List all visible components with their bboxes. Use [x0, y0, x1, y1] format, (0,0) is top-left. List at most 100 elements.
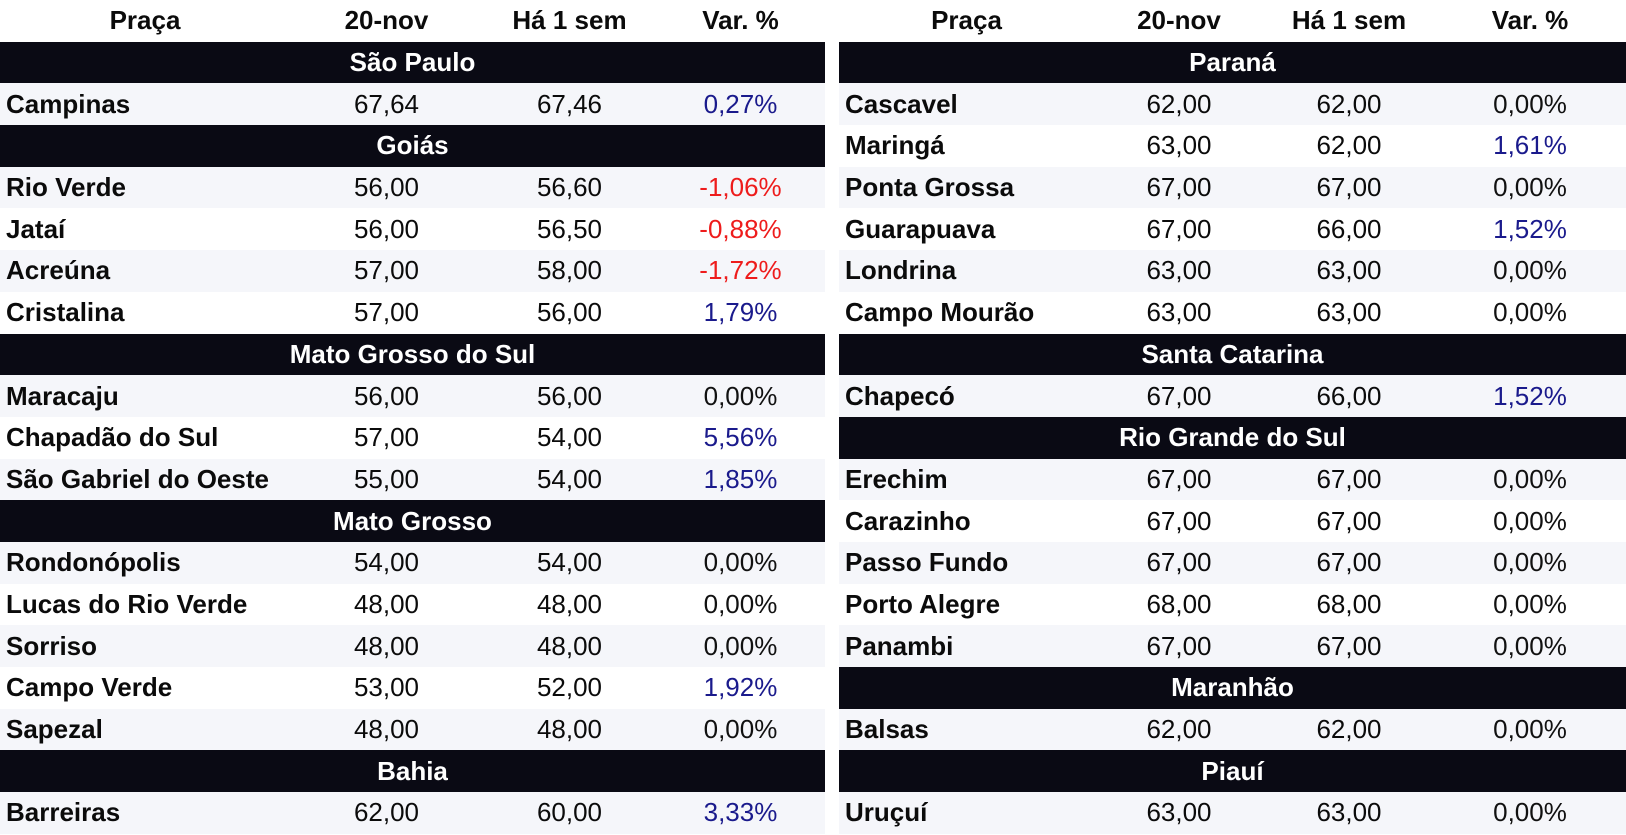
cell-price-now: 67,00 — [1146, 172, 1212, 203]
header-praca: Praça — [931, 5, 1002, 36]
cell-price-week: 56,60 — [536, 172, 603, 203]
table-row: São Gabriel do Oeste 55,00 54,00 1,85% — [0, 458, 825, 501]
cell-price-week: 66,00 — [1316, 380, 1382, 411]
cell-price-week: 67,00 — [1316, 172, 1382, 203]
cell-variation: 1,61% — [1493, 130, 1567, 161]
region-header: Bahia — [0, 750, 825, 793]
cell-price-now: 67,00 — [1146, 630, 1212, 661]
table-row: Campo Mourão 63,00 63,00 0,00% — [839, 291, 1626, 334]
cell-praca: Porto Alegre — [845, 588, 1001, 619]
cell-praca: Passo Fundo — [845, 547, 1009, 578]
header-week: Há 1 sem — [512, 5, 627, 36]
cell-variation: 0,27% — [703, 88, 778, 119]
cell-price-now: 63,00 — [1146, 297, 1212, 328]
cell-variation: 0,00% — [703, 630, 778, 661]
cell-price-week: 56,00 — [536, 297, 603, 328]
cell-variation: 0,00% — [1493, 797, 1567, 828]
cell-praca: Barreiras — [6, 797, 121, 828]
cell-praca: Campo Mourão — [845, 297, 1035, 328]
cell-praca: Erechim — [845, 463, 948, 494]
cell-price-now: 62,00 — [353, 797, 420, 828]
cell-variation: 0,00% — [1493, 630, 1567, 661]
table-row: Lucas do Rio Verde 48,00 48,00 0,00% — [0, 583, 825, 626]
cell-variation: 1,79% — [703, 297, 778, 328]
cell-praca: Maracaju — [6, 380, 119, 411]
region-header: Rio Grande do Sul — [839, 416, 1626, 459]
cell-price-now: 48,00 — [353, 714, 420, 745]
cell-variation: 0,00% — [1493, 172, 1567, 203]
cell-praca: Guarapuava — [845, 213, 996, 244]
table-row: Jataí 56,00 56,50 -0,88% — [0, 208, 825, 251]
cell-praca: São Gabriel do Oeste — [6, 463, 269, 494]
cell-variation: 0,00% — [703, 547, 778, 578]
table-row: Acreúna 57,00 58,00 -1,72% — [0, 250, 825, 292]
cell-price-week: 54,00 — [536, 422, 603, 453]
table-row: Barreiras 62,00 60,00 3,33% — [0, 792, 825, 834]
cell-praca: Maringá — [845, 130, 945, 161]
cell-variation: 1,85% — [703, 463, 778, 494]
cell-price-now: 67,00 — [1146, 463, 1212, 494]
header-praca: Praça — [109, 5, 181, 36]
cell-price-now: 62,00 — [1146, 714, 1212, 745]
cell-variation: 5,56% — [703, 422, 778, 453]
table-row: Carazinho 67,00 67,00 0,00% — [839, 500, 1626, 542]
cell-price-now: 63,00 — [1146, 797, 1212, 828]
cell-variation: 0,00% — [703, 588, 778, 619]
header-week: Há 1 sem — [1291, 5, 1407, 36]
cell-price-now: 48,00 — [353, 630, 420, 661]
cell-variation: 1,52% — [1493, 380, 1567, 411]
cell-price-week: 66,00 — [1316, 213, 1382, 244]
region-header: Mato Grosso — [0, 500, 825, 542]
left-price-table: Praça 20-nov Há 1 sem Var. % São Paulo Ca… — [0, 0, 825, 834]
cell-price-now: 67,00 — [1146, 380, 1212, 411]
table-row: Cascavel 62,00 62,00 0,00% — [839, 83, 1626, 126]
cell-price-now: 57,00 — [353, 422, 420, 453]
table-row: Rio Verde 56,00 56,60 -1,06% — [0, 166, 825, 209]
cell-price-week: 48,00 — [536, 588, 603, 619]
header-var: Var. % — [1491, 5, 1569, 36]
table-header: Praça 20-nov Há 1 sem Var. % — [0, 0, 825, 42]
cell-praca: Rio Verde — [6, 172, 126, 203]
table-row: Chapadão do Sul 57,00 54,00 5,56% — [0, 416, 825, 459]
cell-praca: Carazinho — [845, 505, 971, 536]
cell-variation: 0,00% — [703, 380, 778, 411]
right-price-table: Praça 20-nov Há 1 sem Var. % Paraná Casca… — [839, 0, 1626, 834]
right-table-body: Paraná Cascavel 62,00 62,00 0,00% Maringá 63,0… — [839, 41, 1626, 834]
cell-praca: Cascavel — [845, 88, 958, 119]
table-row: Panambi 67,00 67,00 0,00% — [839, 625, 1626, 667]
cell-variation: 0,00% — [1493, 547, 1567, 578]
cell-praca: Cristalina — [6, 297, 125, 328]
cell-praca: Balsas — [845, 714, 929, 745]
cell-variation: 1,92% — [703, 672, 778, 703]
cell-praca: Acreúna — [6, 255, 111, 286]
table-row: Londrina 63,00 63,00 0,00% — [839, 250, 1626, 292]
cell-price-now: 53,00 — [353, 672, 420, 703]
table-row: Campinas 67,64 67,46 0,27% — [0, 83, 825, 126]
cell-price-week: 63,00 — [1316, 797, 1382, 828]
table-row: Sorriso 48,00 48,00 0,00% — [0, 625, 825, 667]
cell-price-now: 54,00 — [353, 547, 420, 578]
cell-price-week: 58,00 — [536, 255, 603, 286]
header-date: 20-nov — [1137, 5, 1221, 36]
cell-price-week: 67,00 — [1316, 505, 1382, 536]
region-header: Piauí — [839, 750, 1626, 793]
cell-praca: Chapadão do Sul — [6, 422, 219, 453]
cell-price-week: 62,00 — [1316, 714, 1382, 745]
cell-price-now: 57,00 — [353, 255, 420, 286]
cell-variation: -1,06% — [699, 172, 782, 203]
region-header: Maranhão — [839, 667, 1626, 709]
left-table-body: São Paulo Campinas 67,64 67,46 0,27% Goiás Rio… — [0, 41, 825, 834]
cell-praca: Uruçuí — [845, 797, 928, 828]
cell-variation: 0,00% — [1493, 297, 1567, 328]
cell-price-week: 67,46 — [536, 88, 603, 119]
cell-price-week: 48,00 — [536, 714, 603, 745]
cell-price-week: 62,00 — [1316, 88, 1382, 119]
cell-price-week: 52,00 — [536, 672, 603, 703]
cell-praca: Campinas — [6, 88, 131, 119]
cell-price-now: 67,00 — [1146, 505, 1212, 536]
cell-variation: 0,00% — [1493, 588, 1567, 619]
region-header: Mato Grosso do Sul — [0, 333, 825, 376]
cell-praca: Ponta Grossa — [845, 172, 1015, 203]
cell-price-now: 67,00 — [1146, 547, 1212, 578]
cell-variation: 1,52% — [1493, 213, 1567, 244]
